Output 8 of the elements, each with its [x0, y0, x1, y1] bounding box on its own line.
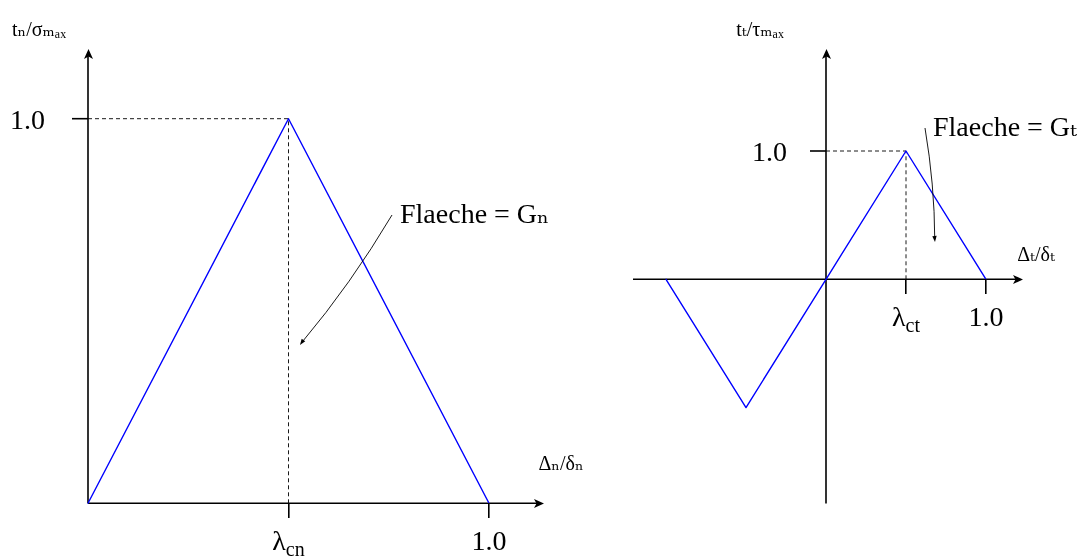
- y-axis-title: tₙ/σₘₐₓ: [11, 18, 67, 40]
- ref-line-label: 1.0: [752, 136, 787, 167]
- y-axis-title: tₜ/τₘₐₓ: [736, 18, 785, 40]
- x-axis-title: Δₙ/δₙ: [538, 452, 584, 474]
- x-axis-title: Δₜ/δₜ: [1017, 243, 1055, 265]
- annotation: Flaeche = Gₙ: [400, 198, 550, 229]
- text: Flaeche = Gₜ: [933, 111, 1078, 142]
- ref-line-label: 1.0: [10, 103, 45, 135]
